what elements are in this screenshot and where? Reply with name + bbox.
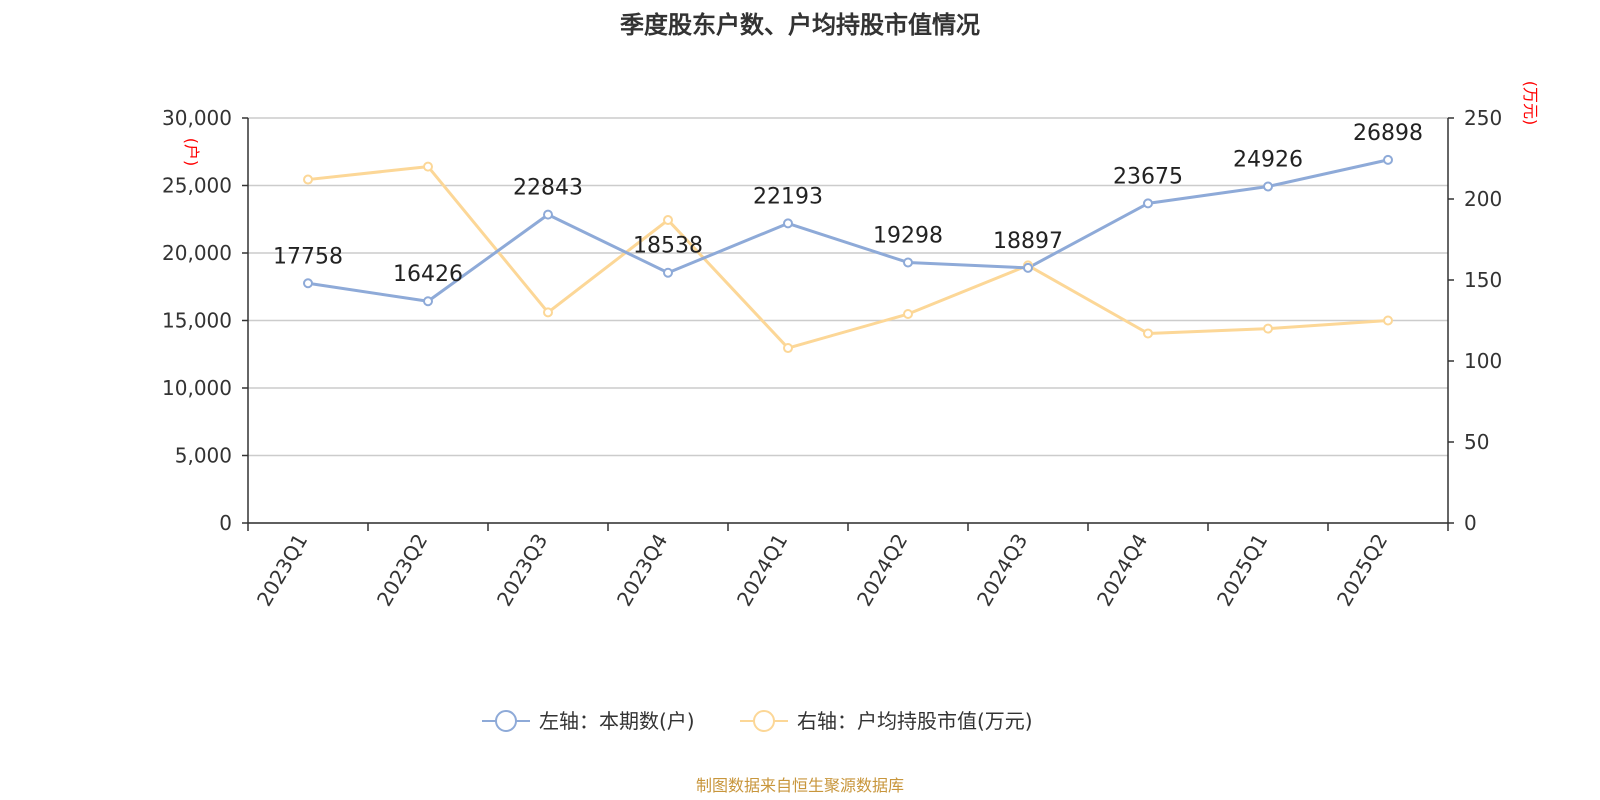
data-point-shareholders[interactable] [903, 257, 913, 268]
x-tick-label: 2024Q2 [852, 530, 912, 611]
left-tick-label: 5,000 [175, 444, 232, 468]
data-point-avg-value[interactable] [1383, 315, 1393, 326]
data-label: 18897 [993, 229, 1063, 254]
data-label: 22843 [513, 176, 583, 201]
right-axis-unit: (万元) [1521, 81, 1540, 126]
data-label: 19298 [873, 223, 943, 248]
legend-label: 左轴：本期数(户) [539, 709, 695, 733]
data-point-shareholders[interactable] [1023, 262, 1033, 273]
x-tick-label: 2023Q1 [252, 530, 312, 611]
x-tick-label: 2024Q4 [1092, 530, 1152, 611]
legend-item-avg-value[interactable]: 右轴：户均持股市值(万元) [740, 709, 1033, 733]
left-tick-label: 15,000 [162, 309, 232, 333]
right-tick-label: 150 [1464, 268, 1502, 292]
data-point-shareholders[interactable] [423, 296, 433, 307]
data-point-shareholders[interactable] [783, 218, 793, 229]
right-tick-label: 0 [1464, 511, 1477, 535]
data-label: 18538 [633, 234, 703, 259]
legend-item-shareholders[interactable]: 左轴：本期数(户) [482, 709, 695, 733]
left-tick-label: 25,000 [162, 174, 232, 198]
x-tick-label: 2024Q3 [972, 530, 1032, 611]
series-layer: 17758 16426 22843 18538 22193 19298 18897 23675… [273, 121, 1423, 354]
legend-circle-icon [753, 710, 775, 732]
x-tick-label: 2023Q4 [612, 530, 672, 611]
legend-circle-icon [495, 710, 517, 732]
axes: 0 5,000 10,000 15,000 20,000 25,000 30,000 0 50 1… [162, 81, 1540, 610]
left-tick-label: 30,000 [162, 106, 232, 130]
data-point-avg-value[interactable] [303, 174, 313, 185]
right-tick-label: 200 [1464, 187, 1502, 211]
data-point-avg-value[interactable] [423, 161, 433, 172]
data-point-shareholders[interactable] [1383, 154, 1393, 165]
series-line-shareholders [307, 158, 1389, 303]
legend-label: 右轴：户均持股市值(万元) [797, 709, 1033, 733]
chart-title: 季度股东户数、户均持股市值情况 [620, 11, 980, 39]
data-point-shareholders[interactable] [1263, 181, 1273, 192]
right-tick-label: 250 [1464, 106, 1502, 130]
data-label: 16426 [393, 262, 463, 287]
source-note: 制图数据来自恒生聚源数据库 [696, 776, 904, 795]
data-point-shareholders[interactable] [303, 278, 313, 289]
right-tick-label: 50 [1464, 430, 1489, 454]
x-tick-label: 2023Q2 [372, 530, 432, 611]
data-point-shareholders[interactable] [663, 267, 673, 278]
grid [248, 117, 1448, 524]
legend[interactable]: 左轴：本期数(户) 右轴：户均持股市值(万元) [482, 709, 1033, 733]
left-axis-unit: (户) [182, 138, 201, 167]
data-label: 23675 [1113, 164, 1183, 189]
data-label: 17758 [273, 244, 343, 269]
data-point-avg-value[interactable] [543, 307, 553, 318]
x-tick-label: 2023Q3 [492, 530, 552, 611]
right-tick-label: 100 [1464, 349, 1502, 373]
data-point-avg-value[interactable] [903, 309, 913, 320]
data-point-shareholders[interactable] [543, 209, 553, 220]
x-tick-label: 2024Q1 [732, 530, 792, 611]
series-line-avg-value [307, 165, 1389, 350]
data-point-shareholders[interactable] [1143, 198, 1153, 209]
left-tick-label: 10,000 [162, 376, 232, 400]
x-tick-label: 2025Q2 [1332, 530, 1392, 611]
data-point-avg-value[interactable] [1263, 323, 1273, 334]
left-tick-label: 20,000 [162, 241, 232, 265]
data-point-avg-value[interactable] [663, 215, 673, 226]
left-tick-label: 0 [219, 511, 232, 535]
data-label: 24926 [1233, 147, 1303, 172]
data-label: 26898 [1353, 121, 1423, 146]
data-label: 22193 [753, 184, 823, 209]
data-point-avg-value[interactable] [1143, 328, 1153, 339]
x-tick-label: 2025Q1 [1212, 530, 1272, 611]
data-point-avg-value[interactable] [783, 343, 793, 354]
